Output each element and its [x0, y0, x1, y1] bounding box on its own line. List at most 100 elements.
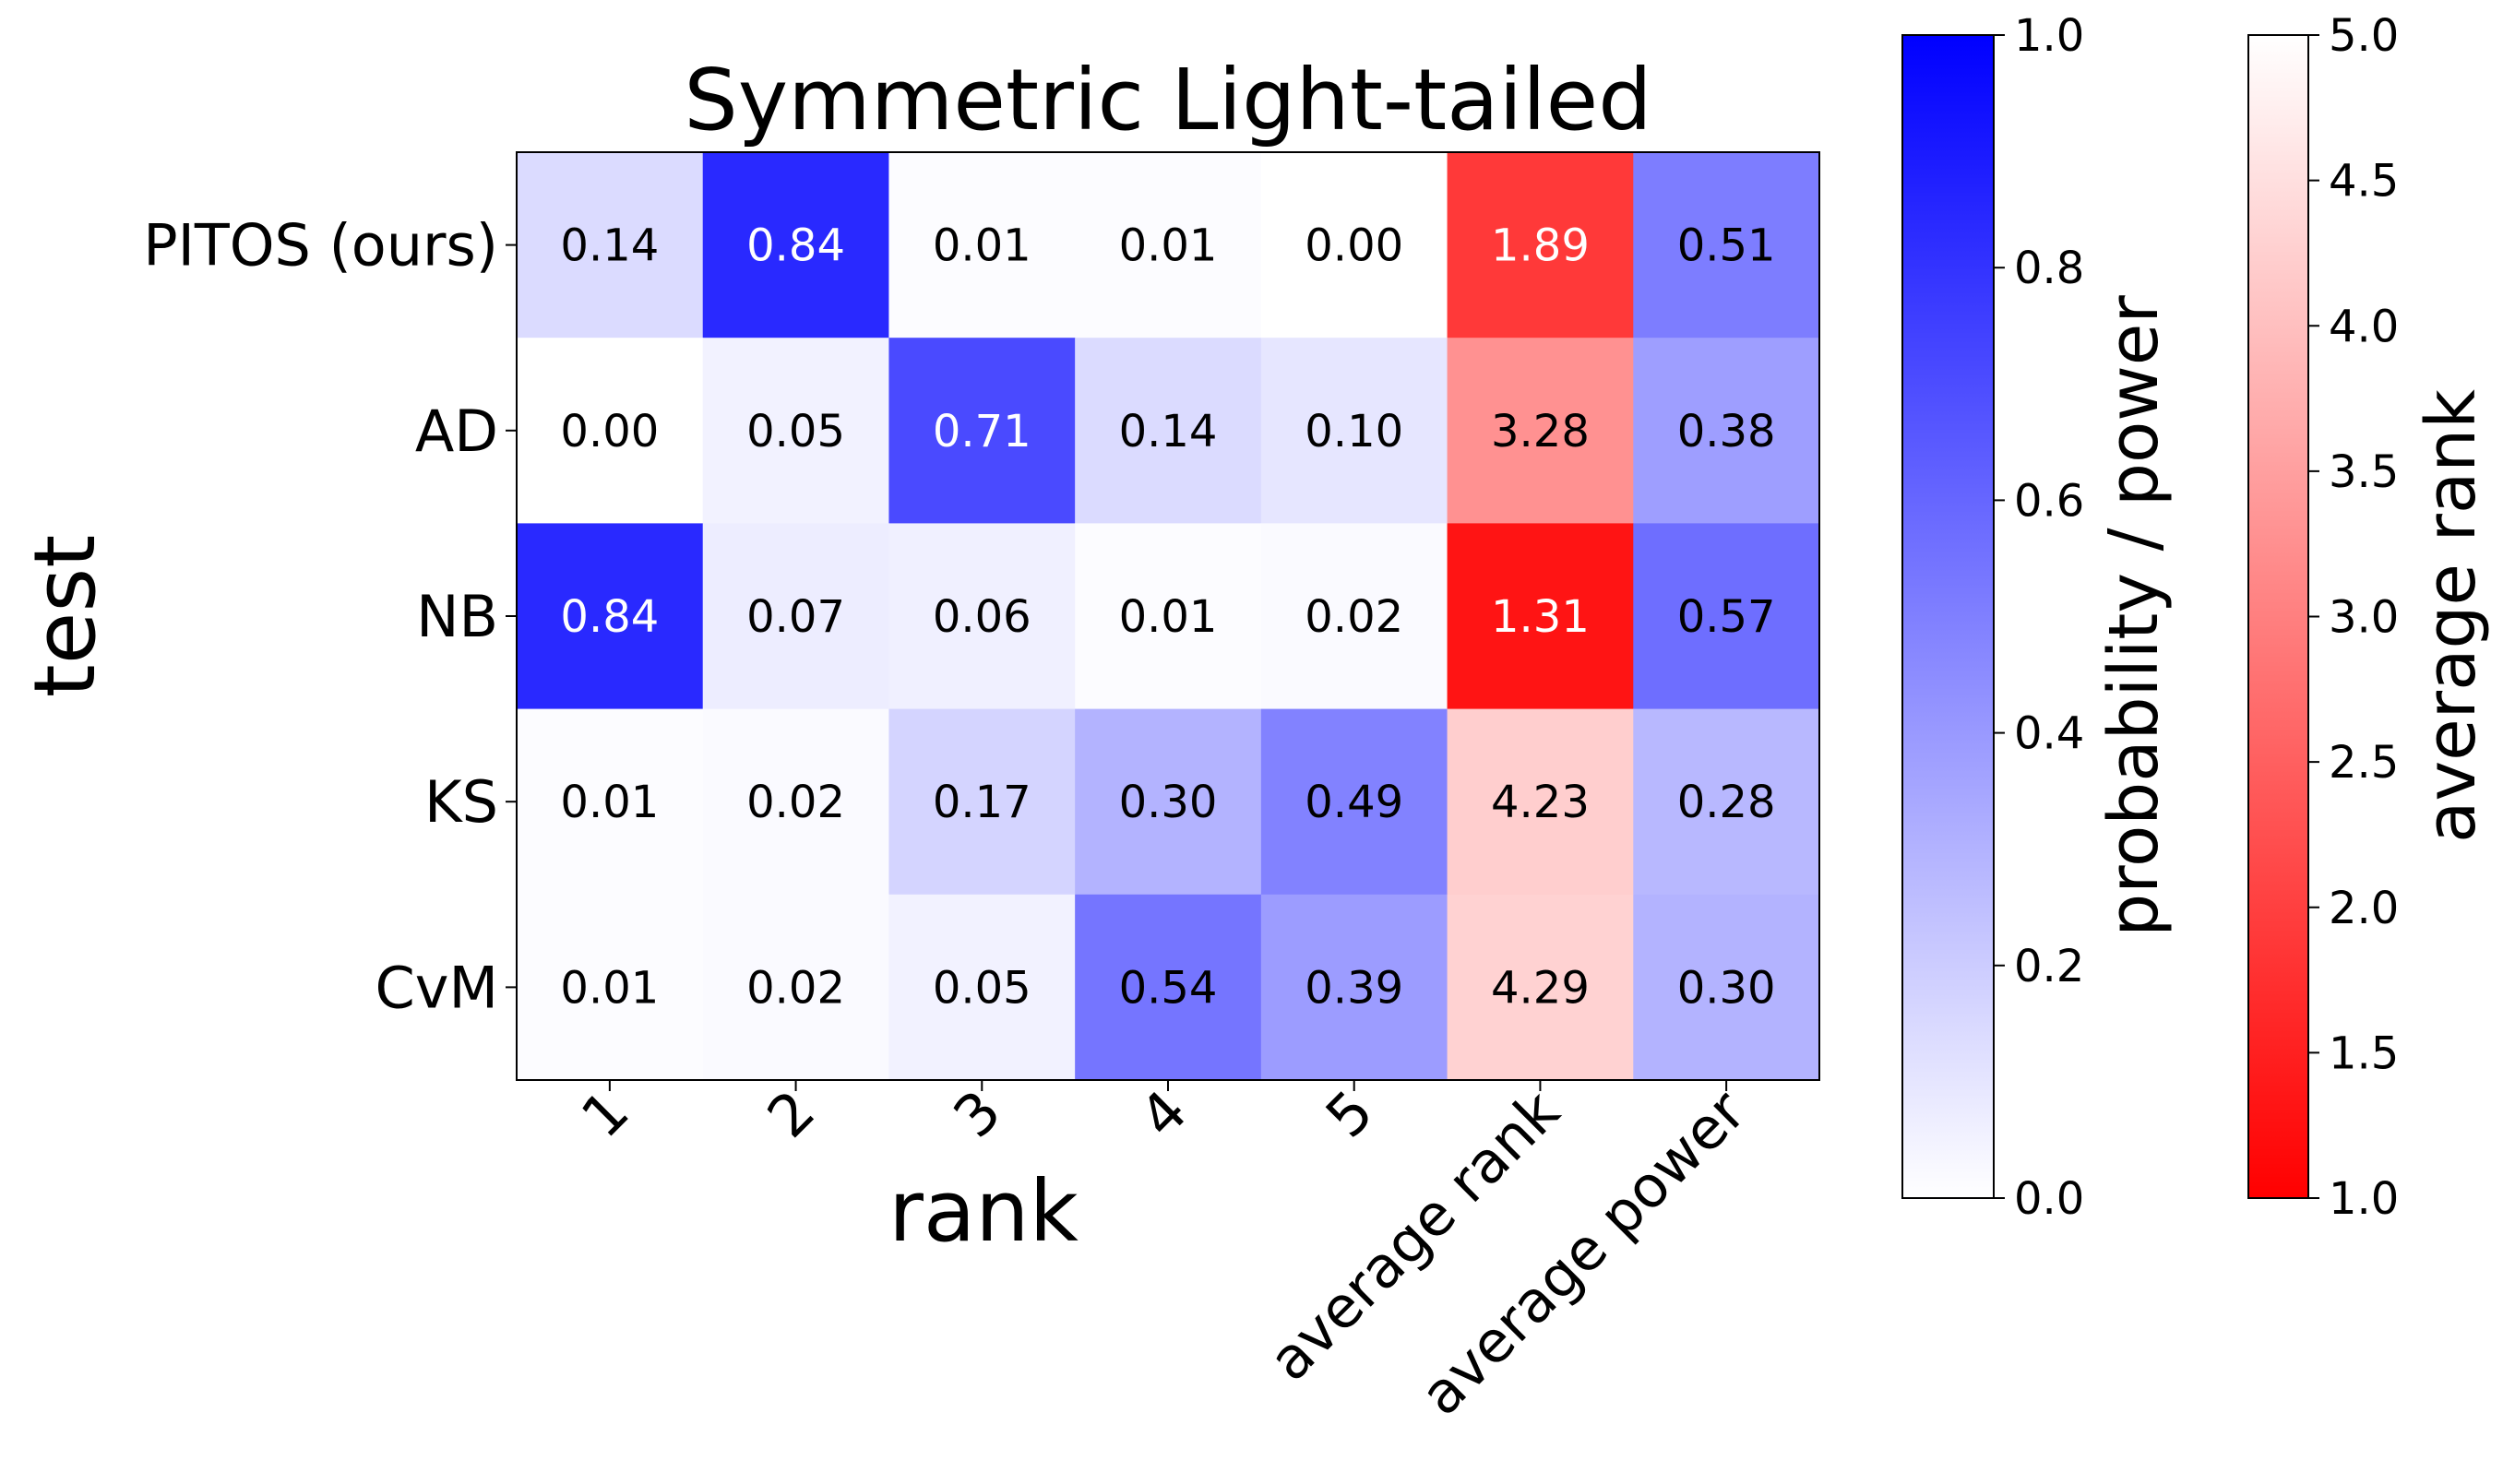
- cell-value-label: 0.54: [1119, 962, 1218, 1014]
- heatmap-cell: [517, 338, 704, 524]
- cell-value-label: 0.28: [1677, 777, 1776, 828]
- colorbar-tick-label: 2.5: [2329, 737, 2399, 789]
- x-tick-label: average power: [1407, 1077, 1758, 1429]
- heatmap-cell: [1260, 708, 1448, 896]
- heatmap-labels: 0.14 0.84 0.01 0.01 0.00 1.89 0.51 0.00 0.05 0.71…: [560, 220, 1775, 1015]
- heatmap-cell: [702, 523, 889, 710]
- colorbar-tick-label: 0.4: [2014, 708, 2084, 760]
- cell-value-label: 0.14: [560, 220, 659, 272]
- cell-value-label: 0.51: [1677, 220, 1776, 272]
- x-axis-label: rank: [888, 1162, 1079, 1261]
- y-tick-label: PITOS (ours): [143, 212, 498, 279]
- heatmap-cell: [1633, 894, 1820, 1081]
- colorbar-probability-gradient: [1901, 34, 1995, 1199]
- cell-value-label: 0.05: [746, 406, 845, 457]
- cell-value-label: 0.01: [1119, 591, 1218, 643]
- heatmap-cell: [1260, 338, 1448, 524]
- cell-value-label: 0.84: [560, 591, 659, 643]
- cell-value-label: 0.07: [746, 591, 845, 643]
- heatmap-cell: [702, 708, 889, 896]
- x-tick-label: 3: [940, 1077, 1014, 1151]
- cell-value-label: 1.89: [1491, 220, 1590, 272]
- colorbar-probability-label: probability / power: [2094, 295, 2174, 937]
- heatmap-cells: [517, 152, 1820, 1081]
- colorbar-tick-label: 1.0: [2329, 1173, 2399, 1225]
- cell-value-label: 0.10: [1305, 406, 1403, 457]
- heatmap-cell: [1260, 894, 1448, 1081]
- heatmap-cell: [702, 894, 889, 1081]
- cell-value-label: 0.14: [1119, 406, 1218, 457]
- cell-value-label: 0.00: [1305, 220, 1403, 272]
- colorbar-tick-label: 3.5: [2329, 446, 2399, 498]
- cell-value-label: 4.23: [1491, 777, 1590, 828]
- heatmap-cell: [1075, 894, 1262, 1081]
- heatmap-cell: [517, 708, 704, 896]
- cell-value-label: 0.38: [1677, 406, 1776, 457]
- heatmap-cell: [1447, 708, 1634, 896]
- cell-value-label: 3.28: [1491, 406, 1590, 457]
- heatmap-cell: [517, 152, 704, 338]
- cell-value-label: 0.39: [1305, 962, 1403, 1014]
- cell-value-label: 0.17: [933, 777, 1031, 828]
- x-tick-label: 2: [755, 1077, 828, 1151]
- cell-value-label: 1.31: [1491, 591, 1590, 643]
- cell-value-label: 0.02: [746, 962, 845, 1014]
- colorbar-tick-label: 4.0: [2329, 301, 2399, 352]
- cell-value-label: 0.05: [933, 962, 1031, 1014]
- heatmap-cell: [1447, 152, 1634, 338]
- heatmap-cell: [1260, 152, 1448, 338]
- colorbar-tick-label: 0.2: [2014, 941, 2084, 992]
- cell-value-label: 0.30: [1119, 777, 1218, 828]
- cell-value-label: 0.01: [933, 220, 1031, 272]
- y-ticks: PITOS (ours) AD NB KS CvM: [143, 212, 517, 1021]
- colorbar-tick-label: 0.8: [2014, 243, 2084, 294]
- y-tick-label: CvM: [375, 954, 498, 1021]
- colorbar-tick-label: 5.0: [2329, 10, 2399, 62]
- cell-value-label: 0.49: [1305, 777, 1403, 828]
- cell-value-label: 0.02: [746, 777, 845, 828]
- chart-title: Symmetric Light-tailed: [684, 51, 1651, 149]
- colorbar-tick-label: 0.6: [2014, 475, 2084, 527]
- heatmap-cell: [888, 894, 1076, 1081]
- y-tick-label: KS: [424, 768, 498, 836]
- colorbar-average-rank-label: average rank: [2412, 389, 2491, 843]
- x-tick-label: 5: [1313, 1077, 1387, 1151]
- colorbar-tick-label: 3.0: [2329, 592, 2399, 644]
- heatmap-cell: [702, 338, 889, 524]
- cell-value-label: 0.84: [746, 220, 845, 272]
- heatmap-cell: [888, 523, 1076, 710]
- heatmap-cell: [702, 152, 889, 338]
- heatmap-cell: [517, 523, 704, 710]
- colorbar-tick-label: 2.0: [2329, 883, 2399, 934]
- cell-value-label: 0.30: [1677, 962, 1776, 1014]
- heatmap-cell: [888, 338, 1076, 524]
- cell-value-label: 0.01: [560, 777, 659, 828]
- cell-value-label: 0.02: [1305, 591, 1403, 643]
- heatmap-cell: [888, 152, 1076, 338]
- colorbar-average-rank: 1.0 1.5 2.0 2.5 3.0 3.5 4.0 4.5 5.0 average rank: [2247, 10, 2491, 1225]
- colorbar-average-rank-ticks: 1.0 1.5 2.0 2.5 3.0 3.5 4.0 4.5 5.0: [2308, 10, 2399, 1225]
- colorbar-tick-label: 1.5: [2329, 1027, 2399, 1079]
- y-tick-label: NB: [416, 583, 498, 650]
- cell-value-label: 0.00: [560, 406, 659, 457]
- heatmap-cell: [888, 708, 1076, 896]
- heatmap-cell: [1075, 523, 1262, 710]
- colorbar-tick-label: 0.0: [2014, 1173, 2084, 1225]
- heatmap-cell: [1447, 894, 1634, 1081]
- cell-value-label: 0.71: [933, 406, 1031, 457]
- heatmap-cell: [1260, 523, 1448, 710]
- cell-value-label: 0.57: [1677, 591, 1776, 643]
- colorbar-average-rank-gradient: [2247, 34, 2309, 1199]
- cell-value-label: 0.01: [1119, 220, 1218, 272]
- colorbar-probability: 0.0 0.2 0.4 0.6 0.8 1.0 probability / power: [1901, 10, 2174, 1225]
- cell-value-label: 0.06: [933, 591, 1031, 643]
- heatmap-cell: [1075, 708, 1262, 896]
- heatmap-cell: [1633, 523, 1820, 710]
- cell-value-label: 0.01: [560, 962, 659, 1014]
- y-tick-label: AD: [415, 398, 498, 465]
- heatmap-cell: [1633, 708, 1820, 896]
- cell-value-label: 4.29: [1491, 962, 1590, 1014]
- heatmap-cell: [1075, 152, 1262, 338]
- heatmap-cell: [517, 894, 704, 1081]
